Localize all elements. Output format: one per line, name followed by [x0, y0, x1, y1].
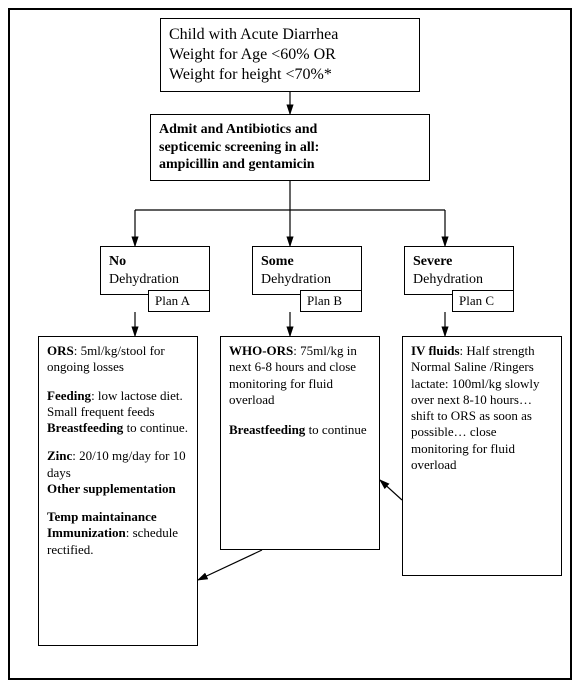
- a-bf-t: to continue.: [123, 420, 188, 435]
- node-admit: Admit and Antibiotics and septicemic scr…: [150, 114, 430, 181]
- no-title: No: [109, 254, 126, 269]
- a-ors-b: ORS: [47, 343, 74, 358]
- node-detail-plan-c: IV fluids: Half strength Normal Saline /…: [402, 336, 562, 576]
- node-no-dehydration: No Dehydration: [100, 246, 210, 295]
- plan-c-label: Plan C: [459, 293, 494, 308]
- a-temp: Temp maintainance: [47, 509, 189, 525]
- severe-title: Severe: [413, 254, 452, 269]
- flowchart-canvas: Child with Acute Diarrhea Weight for Age…: [0, 0, 580, 688]
- node-severe-dehydration: Severe Dehydration: [404, 246, 514, 295]
- b-bf-b: Breastfeeding: [229, 422, 305, 437]
- admit-line1: Admit and Antibiotics and: [159, 121, 421, 139]
- c-iv-b: IV fluids: [411, 343, 460, 358]
- a-supp: Other supplementation: [47, 481, 189, 497]
- node-some-dehydration: Some Dehydration: [252, 246, 362, 295]
- severe-sub: Dehydration: [413, 272, 483, 287]
- node-plan-a: Plan A: [148, 290, 210, 312]
- some-sub: Dehydration: [261, 272, 331, 287]
- start-line3: Weight for height <70%*: [169, 65, 411, 85]
- plan-b-label: Plan B: [307, 293, 342, 308]
- start-line2: Weight for Age <60% OR: [169, 45, 411, 65]
- admit-line2: septicemic screening in all:: [159, 139, 421, 157]
- a-bf-b: Breastfeeding: [47, 420, 123, 435]
- plan-a-label: Plan A: [155, 293, 190, 308]
- node-start: Child with Acute Diarrhea Weight for Age…: [160, 18, 420, 92]
- node-detail-plan-a: ORS: 5ml/kg/stool for ongoing losses Fee…: [38, 336, 198, 646]
- some-title: Some: [261, 254, 294, 269]
- node-detail-plan-b: WHO-ORS: 75ml/kg in next 6-8 hours and c…: [220, 336, 380, 550]
- b-who-b: WHO-ORS: [229, 343, 293, 358]
- node-plan-c: Plan C: [452, 290, 514, 312]
- a-feed-b: Feeding: [47, 388, 91, 403]
- start-line1: Child with Acute Diarrhea: [169, 25, 411, 45]
- c-iv-t: : Half strength Normal Saline /Ringers l…: [411, 343, 540, 472]
- admit-line3: ampicillin and gentamicin: [159, 156, 421, 174]
- node-plan-b: Plan B: [300, 290, 362, 312]
- b-bf-t: to continue: [305, 422, 366, 437]
- a-imm-b: Immunization: [47, 525, 126, 540]
- a-zinc-b: Zinc: [47, 448, 72, 463]
- no-sub: Dehydration: [109, 272, 179, 287]
